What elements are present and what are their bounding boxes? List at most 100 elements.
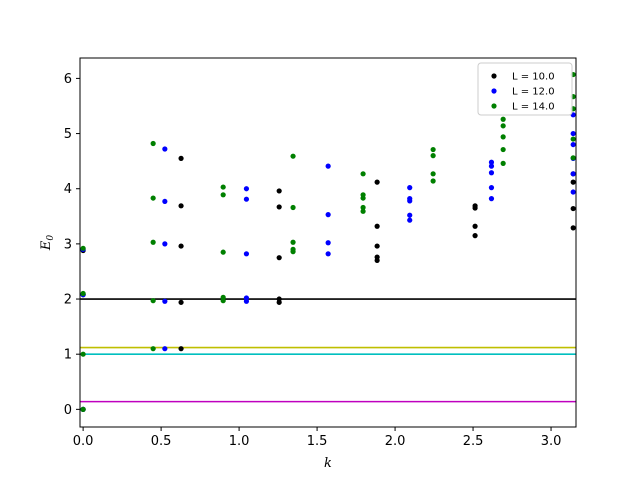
point-series2-3 [80, 245, 86, 251]
legend: L = 10.0 L = 12.0 L = 14.0 [477, 62, 573, 116]
point-series0-3 [178, 346, 184, 352]
point-series2-27 [430, 146, 436, 153]
point-series2-28 [500, 160, 506, 166]
x-tick-label-5: 2.5 [463, 434, 484, 449]
point-series2-7 [150, 195, 156, 201]
point-series2-11 [220, 249, 226, 255]
point-series1-3 [162, 346, 168, 352]
point-series2-25 [430, 171, 436, 177]
point-series2-12 [220, 192, 226, 198]
legend-label-0: L = 10.0 [512, 72, 555, 83]
point-series0-9 [276, 296, 282, 302]
point-series1-15 [325, 212, 331, 218]
legend-marker-2 [491, 103, 497, 109]
point-series1-14 [325, 240, 331, 246]
y-tick-label-1: 1 [64, 348, 72, 363]
point-series0-22 [570, 225, 576, 231]
point-series0-23 [570, 205, 576, 212]
point-series0-24 [570, 179, 576, 185]
point-series2-29 [500, 146, 506, 153]
point-series1-31 [570, 130, 576, 137]
y-tick-label-4: 4 [64, 182, 72, 197]
point-series1-11 [243, 196, 250, 202]
point-series2-15 [290, 246, 296, 252]
point-series2-23 [360, 171, 366, 177]
point-series0-21 [472, 203, 478, 209]
point-series1-30 [570, 141, 576, 148]
point-series2-20 [360, 204, 366, 211]
plot-frame [79, 57, 577, 428]
legend-marker-0 [491, 73, 497, 79]
point-series0-11 [276, 204, 282, 210]
y-axis-label-base: E [39, 240, 54, 251]
point-series1-22 [488, 196, 495, 202]
y-tick-label-3: 3 [64, 237, 72, 252]
point-series0-14 [374, 254, 380, 260]
point-series1-13 [325, 251, 331, 257]
point-series0-10 [276, 255, 282, 261]
point-series1-4 [162, 298, 168, 304]
y-tick-label-5: 5 [64, 127, 72, 142]
legend-marker-1 [491, 88, 497, 94]
point-series0-17 [374, 179, 380, 185]
point-series2-33 [570, 155, 576, 161]
point-series2-16 [290, 239, 296, 245]
legend-label-1: L = 12.0 [512, 87, 555, 98]
y-tick-label-6: 6 [64, 72, 72, 87]
point-series2-31 [500, 123, 506, 129]
point-series2-10 [220, 294, 226, 300]
legend-label-2: L = 14.0 [512, 102, 555, 113]
point-series1-21 [407, 185, 413, 191]
point-series2-4 [150, 346, 156, 352]
point-series1-7 [162, 146, 168, 152]
x-tick-label-3: 1.5 [307, 434, 328, 449]
point-series1-5 [162, 241, 168, 247]
point-series1-16 [325, 163, 331, 169]
x-tick-label-4: 2.0 [385, 434, 406, 449]
point-series0-5 [178, 243, 184, 249]
point-series0-6 [178, 203, 184, 209]
point-series2-30 [500, 134, 506, 140]
point-series0-15 [374, 243, 380, 249]
point-series2-8 [150, 140, 156, 147]
point-series1-26 [488, 159, 495, 165]
point-series0-7 [178, 155, 184, 161]
point-series2-32 [500, 116, 506, 122]
point-series2-22 [360, 192, 366, 198]
y-tick-label-2: 2 [64, 293, 72, 308]
point-series1-17 [407, 217, 413, 223]
point-series1-9 [243, 295, 250, 301]
y-axis-label: E0 [39, 235, 56, 252]
x-tick-label-6: 3.0 [541, 434, 562, 449]
point-series2-1 [80, 351, 86, 357]
point-series0-19 [472, 223, 478, 229]
y-axis: 0 1 2 3 4 5 6 [64, 72, 80, 418]
point-series1-18 [407, 212, 413, 218]
point-series2-18 [290, 153, 296, 159]
legend-box [477, 62, 573, 116]
point-series2-5 [150, 298, 156, 304]
x-tick-label-0: 0.0 [73, 434, 94, 449]
x-axis: 0.0 0.5 1.0 1.5 2.0 2.5 3.0 [73, 427, 562, 449]
y-axis-label-subscript: 0 [46, 235, 56, 241]
point-series1-6 [162, 198, 168, 205]
point-series2-26 [430, 153, 436, 159]
point-series1-10 [243, 251, 250, 257]
point-series1-27 [570, 189, 576, 195]
point-series1-20 [407, 196, 413, 202]
point-series0-12 [276, 188, 282, 194]
point-series2-17 [290, 204, 296, 211]
point-series2-19 [360, 208, 366, 214]
point-series0-4 [178, 299, 184, 305]
point-series2-2 [80, 290, 86, 297]
x-tick-label-1: 0.5 [151, 434, 172, 449]
data-points [80, 71, 576, 412]
x-tick-label-2: 1.0 [229, 434, 250, 449]
point-series0-18 [472, 233, 478, 239]
point-series1-23 [488, 185, 495, 191]
point-series2-13 [220, 184, 226, 190]
point-series0-16 [374, 223, 380, 229]
x-axis-label: k [324, 456, 332, 471]
y-tick-label-0: 0 [64, 403, 72, 418]
